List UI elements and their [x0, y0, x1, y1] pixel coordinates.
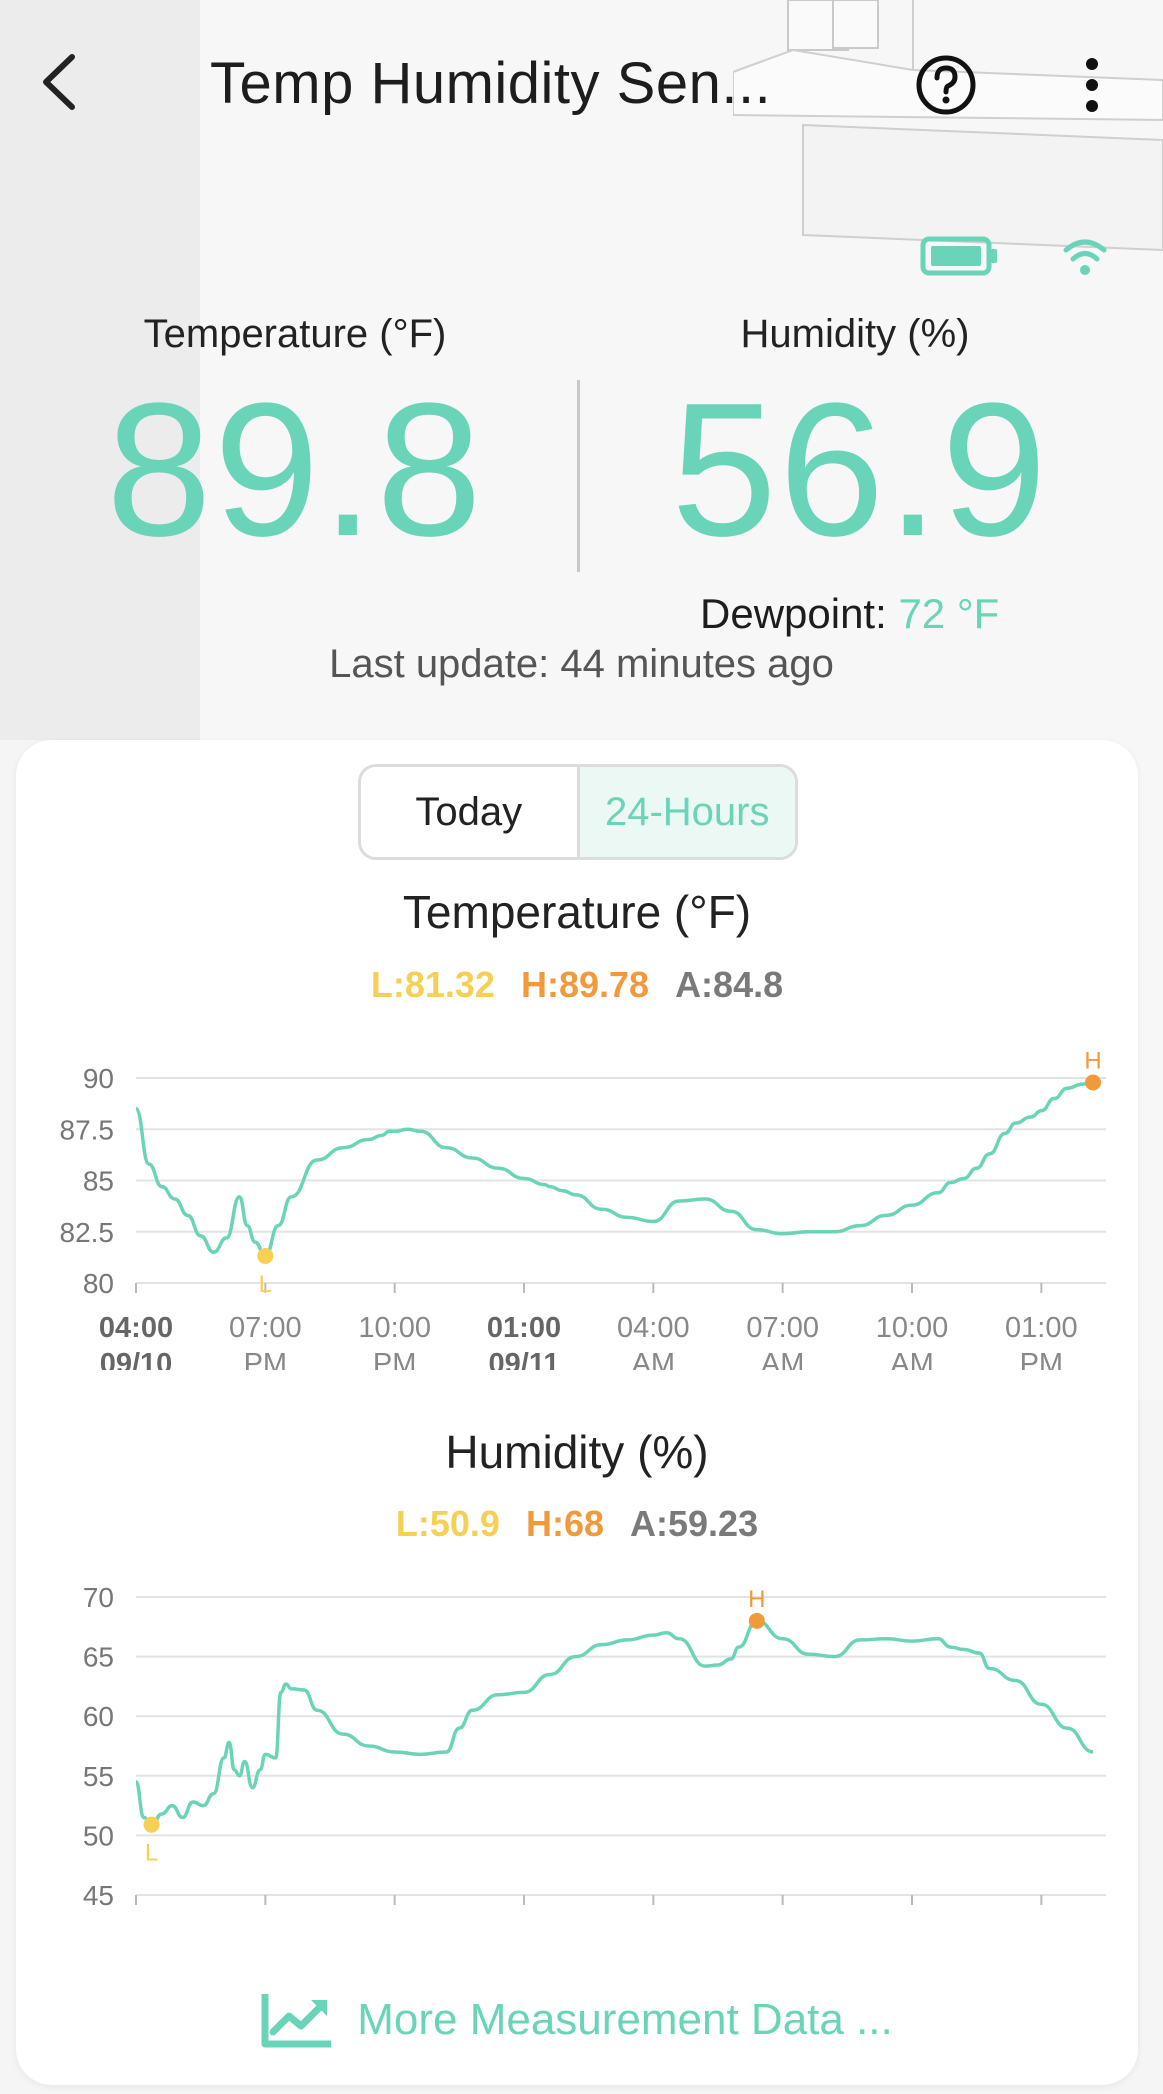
- temperature-high-point: [1085, 1074, 1102, 1091]
- temperature-series-line: [134, 1080, 1094, 1258]
- humidity-chart: 70656055504504:0009/1007:00PM10:00PM01:0…: [83, 1582, 1106, 1911]
- dewpoint-label: Dewpoint:: [700, 590, 887, 637]
- humidity-chart-stats: L:50.9 H:68 A:59.23: [16, 1503, 1138, 1545]
- temperature-x-tick-sublabel: AM: [890, 1348, 934, 1370]
- temperature-chart-stats: L:81.32 H:89.78 A:84.8: [16, 964, 1138, 1006]
- temperature-x-tick-label: 07:00: [229, 1312, 302, 1344]
- temperature-low-stat: L:81.32: [370, 964, 495, 1005]
- chevron-left-icon: [43, 54, 75, 110]
- temperature-chart-title: Temperature (°F): [402, 886, 752, 938]
- humidity-high-point: [748, 1612, 765, 1629]
- readings-divider: [577, 380, 580, 572]
- more-options-button[interactable]: [1070, 54, 1114, 116]
- temperature-x-tick-sublabel: PM: [244, 1348, 288, 1370]
- temperature-y-tick-label: 90: [83, 1063, 114, 1094]
- tab-24-hours[interactable]: 24-Hours: [576, 767, 795, 857]
- humidity-y-tick-label: 65: [83, 1642, 114, 1673]
- battery-icon: [920, 236, 997, 276]
- dewpoint: Dewpoint: 72 °F: [700, 590, 999, 638]
- header: Temp Humidity Sen...: [0, 40, 1163, 130]
- humidity-avg-stat: A:59.23: [630, 1503, 759, 1544]
- temperature-x-tick-sublabel: PM: [373, 1348, 417, 1370]
- temperature-low-marker-label: L: [259, 1271, 272, 1298]
- temperature-x-tick-label: 01:00: [1005, 1312, 1078, 1344]
- temperature-x-tick-label: 10:00: [876, 1312, 949, 1344]
- humidity-series-line: [134, 1619, 1094, 1827]
- background-left-panel: [0, 0, 200, 740]
- temperature-high-stat: H:89.78: [520, 964, 650, 1005]
- temperature-y-tick-label: 87.5: [60, 1114, 115, 1145]
- temperature-value: 89.8: [106, 364, 484, 576]
- temperature-x-tick-sublabel: 09/11: [489, 1348, 560, 1370]
- humidity-chart-title: Humidity (%): [445, 1426, 709, 1478]
- temperature-y-tick-label: 80: [83, 1268, 114, 1299]
- temperature-x-tick-label: 04:00: [617, 1312, 690, 1344]
- temperature-y-tick-label: 82.5: [60, 1217, 115, 1248]
- range-segmented-control: Today 24-Hours: [358, 764, 798, 860]
- question-circle-icon: [916, 55, 976, 115]
- temperature-x-tick-label: 04:00: [99, 1312, 173, 1344]
- humidity-y-tick-label: 55: [83, 1761, 114, 1792]
- dewpoint-value: 72 °F: [898, 590, 1000, 637]
- chart-trend-icon: [261, 1994, 332, 2048]
- more-vertical-icon: [1086, 58, 1098, 112]
- back-button[interactable]: [30, 52, 90, 112]
- last-update: Last update: 44 minutes ago: [329, 642, 834, 686]
- humidity-high-stat: H:68: [525, 1503, 604, 1544]
- tab-today[interactable]: Today: [361, 767, 577, 857]
- temperature-chart: 90 87.5 85 82.5 80 04:00 09/10 07:00 PM 10:00 PM 01…: [60, 1048, 1106, 1370]
- temperature-label: Temperature (°F): [143, 312, 447, 356]
- humidity-y-tick-label: 50: [83, 1820, 114, 1851]
- temperature-x-tick-sublabel: PM: [1020, 1348, 1064, 1370]
- humidity-y-tick-label: 70: [83, 1582, 114, 1613]
- humidity-y-tick-label: 45: [83, 1880, 114, 1911]
- temperature-y-tick-label: 85: [83, 1166, 114, 1197]
- humidity-value: 56.9: [671, 364, 1049, 576]
- device-illustration: [733, 0, 1163, 252]
- humidity-low-marker-label: L: [145, 1840, 158, 1867]
- temperature-x-tick-sublabel: AM: [761, 1348, 805, 1370]
- humidity-low-point: [143, 1816, 160, 1833]
- temperature-x-tick-label: 07:00: [746, 1312, 819, 1344]
- history-card: Today 24-Hours Temperature (°F) L:81.32 …: [16, 740, 1138, 2085]
- humidity-high-marker-label: H: [748, 1586, 765, 1613]
- temperature-x-tick-sublabel: 09/10: [100, 1348, 173, 1370]
- temperature-x-tick-sublabel: AM: [632, 1348, 676, 1370]
- more-measurement-data-label: More Measurement Data ...: [357, 1995, 893, 2044]
- temperature-high-marker-label: H: [1084, 1048, 1101, 1075]
- page-title: Temp Humidity Sen...: [210, 51, 772, 116]
- more-measurement-data-link[interactable]: More Measurement Data ...: [16, 1980, 1138, 2060]
- help-button[interactable]: [915, 54, 977, 116]
- temperature-x-tick-label: 10:00: [358, 1312, 431, 1344]
- wifi-icon: [1063, 239, 1107, 275]
- humidity-label: Humidity (%): [740, 312, 970, 356]
- device-status: [920, 234, 1140, 284]
- humidity-y-tick-label: 60: [83, 1701, 114, 1732]
- temperature-x-tick-label: 01:00: [487, 1312, 561, 1344]
- humidity-low-stat: L:50.9: [395, 1503, 500, 1544]
- temperature-avg-stat: A:84.8: [675, 964, 784, 1005]
- temperature-low-point: [257, 1247, 274, 1264]
